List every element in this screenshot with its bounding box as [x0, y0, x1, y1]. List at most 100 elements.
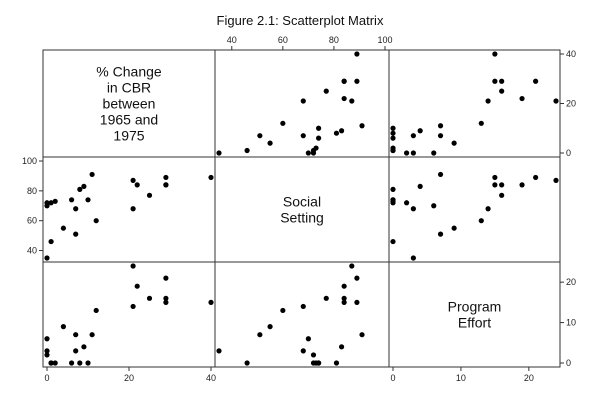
data-point-r1-c0-obs10 — [81, 183, 87, 189]
data-point-r0-c2-obs17 — [553, 98, 559, 104]
data-point-r0-c1-obs22 — [354, 51, 360, 57]
data-point-r1-c2-obs9 — [437, 171, 444, 178]
data-point-r2-c1-obs4 — [267, 324, 273, 330]
data-point-r2-c1-obs21 — [341, 299, 347, 305]
panel-frame-r0-c1 — [214, 49, 390, 158]
data-point-r0-c1-obs4 — [267, 140, 273, 146]
data-point-r1-c0-obs21 — [163, 182, 169, 188]
data-point-r0-c1-obs13 — [305, 150, 311, 156]
data-point-r1-c2-obs12 — [390, 198, 396, 204]
data-point-r2-c0-obs17 — [130, 263, 136, 269]
data-point-r0-c1-obs12 — [313, 145, 319, 151]
data-point-r0-c1-obs16 — [341, 95, 347, 102]
data-point-r1-c0-obs20 — [146, 192, 153, 198]
data-point-r2-c1-obs20 — [323, 295, 329, 301]
data-point-r0-c1-obs14 — [333, 130, 340, 136]
data-point-r2-c0-obs8 — [73, 348, 79, 354]
variable-label-0-line-2: between — [103, 96, 156, 112]
data-point-r2-c0-obs5 — [44, 352, 50, 358]
data-point-r1-c0-obs9 — [89, 171, 95, 178]
data-point-r2-c1-obs2 — [216, 348, 222, 354]
data-point-r2-c0-obs9 — [89, 332, 95, 338]
data-point-r0-c1-obs3 — [257, 133, 263, 139]
data-point-r1-c2-obs22 — [492, 174, 498, 181]
data-point-r2-c0-obs11 — [93, 307, 99, 314]
data-point-r2-c0-obs21 — [163, 299, 169, 305]
data-point-r2-c1-obs18 — [341, 295, 347, 301]
tick-label-right-r0-20: 20 — [566, 99, 576, 109]
data-point-r1-c2-obs15 — [485, 206, 491, 212]
data-point-r1-c2-obs13 — [431, 203, 437, 209]
tick-label-top-c1-60: 60 — [278, 35, 288, 45]
tick-label-left-r1-100: 100 — [22, 156, 37, 166]
variable-label-0-line-0: % Change — [96, 64, 162, 80]
tick-label-left-r1-60: 60 — [27, 216, 37, 226]
data-point-r1-c0-obs22 — [208, 174, 214, 181]
data-point-r1-c2-obs3 — [437, 231, 444, 237]
data-point-r0-c1-obs9 — [359, 123, 365, 129]
data-point-r1-c2-obs17 — [553, 177, 559, 183]
data-point-r2-c1-obs15 — [300, 303, 306, 310]
tick-label-bottom-c2-10: 10 — [456, 373, 466, 383]
data-point-r2-c0-obs15 — [130, 303, 136, 310]
data-point-r1-c2-obs8 — [410, 206, 416, 212]
data-point-r2-c1-obs10 — [338, 344, 345, 350]
data-point-r0-c2-obs11 — [478, 120, 484, 126]
data-point-r1-c0-obs8 — [73, 206, 79, 212]
data-point-r0-c2-obs7 — [390, 135, 396, 141]
tick-label-top-c1-80: 80 — [329, 35, 339, 45]
tick-label-right-r0-40: 40 — [566, 49, 576, 59]
data-point-r1-c0-obs13 — [44, 203, 50, 209]
chart-title: Figure 2.1: Scatterplot Matrix — [216, 13, 384, 28]
data-point-r1-c2-obs18 — [499, 182, 505, 188]
data-point-r0-c2-obs2 — [410, 150, 416, 156]
variable-label-2-line-0: Program — [448, 299, 502, 315]
data-point-r2-c0-obs10 — [81, 344, 87, 350]
data-point-r0-c2-obs5 — [403, 150, 410, 156]
data-point-r2-c1-obs16 — [341, 283, 347, 289]
panel-frame-r2-c2 — [388, 261, 561, 368]
data-point-r2-c0-obs20 — [146, 295, 153, 301]
tick-label-bottom-c2-0: 0 — [390, 373, 395, 383]
data-point-r2-c0-obs12 — [52, 360, 58, 366]
panel-frame-r2-c0 — [42, 261, 216, 368]
data-point-r2-c1-obs22 — [354, 299, 360, 305]
data-point-r0-c2-obs13 — [431, 150, 437, 156]
tick-label-right-r2-10: 10 — [566, 318, 576, 328]
data-point-r1-c0-obs14 — [77, 186, 83, 192]
data-point-r0-c1-obs11 — [280, 120, 286, 126]
data-point-r1-c0-obs2 — [44, 255, 50, 261]
variable-label-0-line-1: in CBR — [107, 80, 151, 96]
data-point-r2-c0-obs4 — [60, 324, 66, 330]
data-point-r0-c2-obs15 — [485, 98, 491, 104]
data-point-r0-c1-obs17 — [349, 98, 355, 104]
data-point-r0-c2-obs3 — [437, 133, 444, 139]
tick-label-right-r0-0: 0 — [566, 148, 571, 158]
data-point-r2-c1-obs19 — [354, 275, 360, 281]
data-point-r1-c0-obs12 — [52, 198, 58, 204]
data-point-r0-c2-obs18 — [499, 78, 505, 84]
tick-label-bottom-c0-40: 40 — [206, 373, 216, 383]
data-point-r2-c1-obs11 — [280, 307, 286, 314]
data-point-r0-c1-obs8 — [300, 133, 306, 139]
tick-label-bottom-c0-0: 0 — [44, 373, 49, 383]
data-point-r0-c2-obs22 — [492, 51, 498, 57]
data-point-r0-c2-obs1 — [390, 125, 396, 131]
variable-label-0-line-4: 1975 — [113, 128, 144, 144]
tick-label-top-c1-100: 100 — [377, 35, 392, 45]
data-point-r0-c1-obs19 — [354, 78, 360, 84]
data-point-r2-c0-obs13 — [44, 336, 50, 342]
data-point-r0-c2-obs8 — [410, 133, 416, 139]
data-point-r0-c2-obs4 — [451, 140, 457, 146]
variable-label-2-line-1: Effort — [458, 315, 491, 331]
data-point-r2-c0-obs19 — [163, 275, 169, 281]
data-point-r1-c2-obs5 — [403, 200, 410, 206]
data-point-r1-c2-obs14 — [390, 186, 396, 192]
data-point-r1-c0-obs1 — [85, 197, 91, 203]
data-point-r2-c0-obs18 — [163, 295, 169, 301]
data-point-r1-c0-obs15 — [130, 206, 136, 212]
data-point-r2-c1-obs13 — [305, 336, 311, 342]
data-point-r0-c1-obs7 — [316, 135, 322, 141]
data-point-r1-c0-obs17 — [130, 177, 136, 183]
